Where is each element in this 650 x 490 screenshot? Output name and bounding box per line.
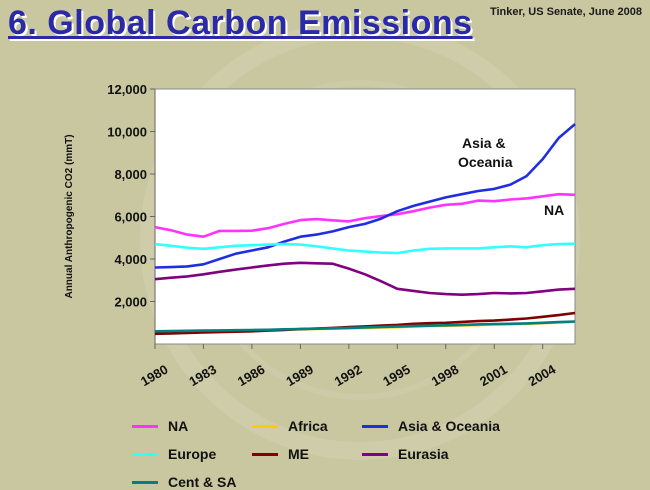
annotation-asia-oceania-line1: Asia & [462,135,506,151]
legend-item: Africa [252,418,362,434]
legend-item: Eurasia [362,446,602,462]
x-tick-label: 2004 [526,361,559,389]
x-tick-label: 1992 [332,362,365,389]
plot-area [154,88,576,345]
legend-swatch [132,480,158,484]
series-line-europe [154,242,576,255]
legend-swatch [252,424,278,428]
y-tick-label: 6,000 [114,210,147,225]
page-title: 6. Global Carbon Emissions [8,4,473,42]
x-tick-label: 2001 [477,362,510,389]
legend-swatch [132,452,158,456]
series-line-asia-oceania [154,123,576,269]
source-credit: Tinker, US Senate, June 2008 [489,6,642,18]
legend-item: ME [252,446,362,462]
legend-item: NA [132,418,252,434]
x-tick-label: 1983 [186,362,219,389]
y-axis-label: Annual Anthropogenic CO2 (mmT) [64,134,75,298]
legend-item: Europe [132,446,252,462]
x-tick-label: 1986 [235,362,268,389]
legend-label: Asia & Oceania [398,418,500,434]
y-tick-label: 8,000 [114,167,147,182]
legend-label: NA [168,418,189,434]
legend-swatch [132,424,158,428]
legend-label: Eurasia [398,446,449,462]
series-line-eurasia [154,261,576,297]
x-tick-label: 1995 [380,362,413,389]
legend-item: Asia & Oceania [362,418,602,434]
annotation-asia-oceania-line2: Oceania [458,154,513,170]
y-tick-label: 4,000 [114,252,147,267]
legend-label: Europe [168,446,217,462]
chart-legend: NA Africa Asia & Oceania Europe ME Eurasia Cen… [132,418,632,490]
x-tick-label: 1998 [429,362,462,389]
series-line-cent-sa [154,320,576,333]
legend-label: Cent & SA [168,474,237,490]
legend-label: Africa [288,418,328,434]
series-line-na [154,192,576,238]
annotation-na: NA [544,202,564,218]
y-tick-label: 12,000 [107,82,147,97]
legend-swatch [252,452,278,456]
legend-label: ME [288,446,309,462]
y-tick-label: 2,000 [114,295,147,310]
legend-swatch [362,424,388,428]
x-tick-label: 1989 [283,362,316,389]
y-tick-label: 10,000 [107,125,147,140]
legend-item: Cent & SA [132,474,252,490]
x-tick-label: 1980 [138,362,171,389]
legend-swatch [362,452,388,456]
